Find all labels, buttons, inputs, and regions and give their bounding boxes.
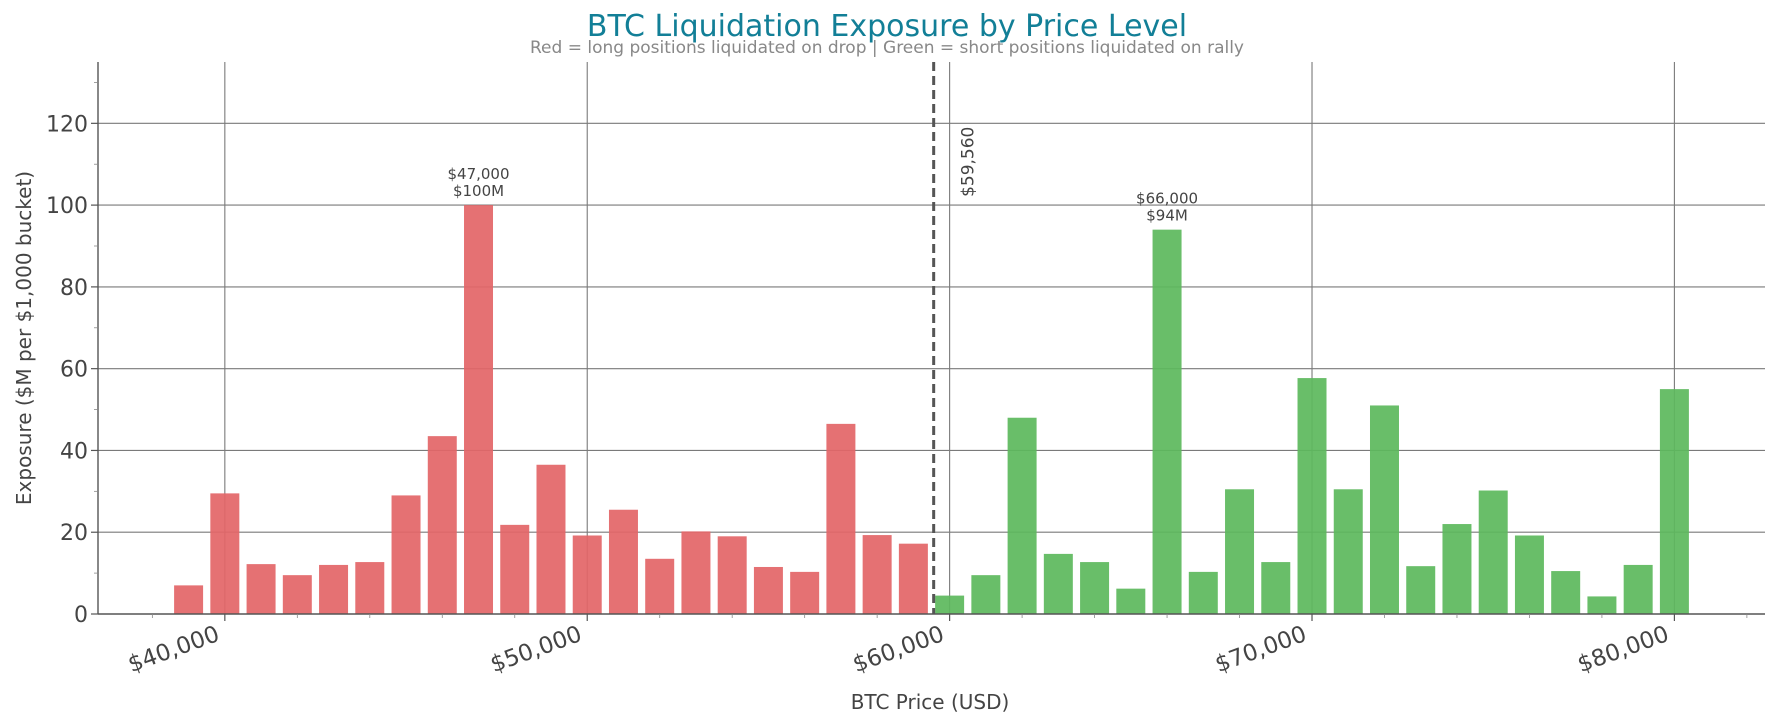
x-tick-label: $80,000	[1574, 621, 1672, 678]
bar-long	[174, 585, 204, 614]
bar-short	[1623, 564, 1653, 614]
bar-long	[790, 571, 820, 614]
bar-long	[282, 575, 312, 614]
y-tick-label: 80	[60, 276, 88, 301]
grid	[98, 62, 1765, 614]
x-tick-label: $70,000	[1212, 621, 1310, 678]
x-tick-label: $50,000	[487, 621, 585, 678]
bar-short	[1442, 524, 1472, 614]
bar-long	[355, 562, 385, 614]
bar-short	[971, 575, 1001, 614]
peak-annotation: $100M	[453, 182, 504, 200]
axes	[97, 62, 1765, 615]
x-ticks: $40,000 $50,000 $60,000 $70,000 $80,000	[125, 614, 1748, 678]
chart-subtitle: Red = long positions liquidated on drop …	[530, 38, 1244, 58]
y-tick-label: 100	[46, 194, 88, 219]
bar-short	[1152, 229, 1182, 614]
x-tick-label: $60,000	[849, 621, 947, 678]
bar-short	[1514, 535, 1544, 614]
y-tick-label: 20	[60, 521, 88, 546]
bar-long	[246, 564, 276, 614]
bar-short	[1478, 490, 1508, 614]
bar-long	[608, 509, 638, 614]
bar-short	[1080, 562, 1110, 614]
bar-short	[1369, 405, 1399, 614]
chart-title: BTC Liquidation Exposure by Price Level	[587, 9, 1187, 44]
bar-long	[210, 493, 240, 614]
bar-short	[1659, 389, 1689, 614]
peak-annotation: $66,000	[1136, 190, 1198, 208]
bar-long	[681, 531, 711, 614]
bar-long	[862, 535, 892, 614]
bar-long	[427, 436, 457, 614]
bar-long	[500, 524, 530, 614]
bar-long	[391, 495, 421, 614]
bar-long	[464, 205, 494, 614]
bar-long	[753, 566, 783, 614]
bar-short	[1116, 588, 1146, 614]
bar-long	[826, 423, 856, 614]
bar-long	[572, 535, 602, 614]
bar-short	[1188, 571, 1218, 614]
bar-long	[645, 558, 675, 614]
current-price-marker: $59,560	[932, 62, 979, 614]
annotations: $47,000$100M $66,000$94M	[447, 165, 1198, 225]
y-tick-label: 120	[46, 112, 88, 137]
bar-short	[1261, 562, 1291, 614]
y-ticks: 0 20 40 60 80 100 120	[46, 82, 98, 628]
x-tick-label: $40,000	[125, 621, 223, 678]
y-tick-label: 60	[60, 358, 88, 383]
bar-short	[1551, 571, 1581, 614]
bar-long	[536, 464, 566, 614]
bar-short	[1297, 378, 1327, 614]
current-price-label: $59,560	[959, 127, 979, 197]
y-tick-label: 0	[74, 603, 88, 628]
bar-long	[898, 543, 928, 614]
peak-annotation: $94M	[1146, 207, 1188, 225]
y-tick-label: 40	[60, 439, 88, 464]
bar-short	[1333, 489, 1363, 614]
bars	[174, 205, 1689, 614]
bar-short	[1406, 566, 1436, 614]
y-axis-title: Exposure ($M per $1,000 bucket)	[12, 171, 36, 505]
bar-short	[1007, 417, 1037, 614]
bar-short	[935, 595, 965, 614]
bar-short	[1043, 553, 1073, 614]
peak-annotation: $47,000	[447, 165, 509, 183]
bar-long	[319, 564, 349, 614]
x-axis-title: BTC Price (USD)	[851, 690, 1010, 714]
bar-short	[1587, 596, 1617, 614]
bar-short	[1225, 489, 1255, 614]
bar-long	[717, 536, 747, 614]
